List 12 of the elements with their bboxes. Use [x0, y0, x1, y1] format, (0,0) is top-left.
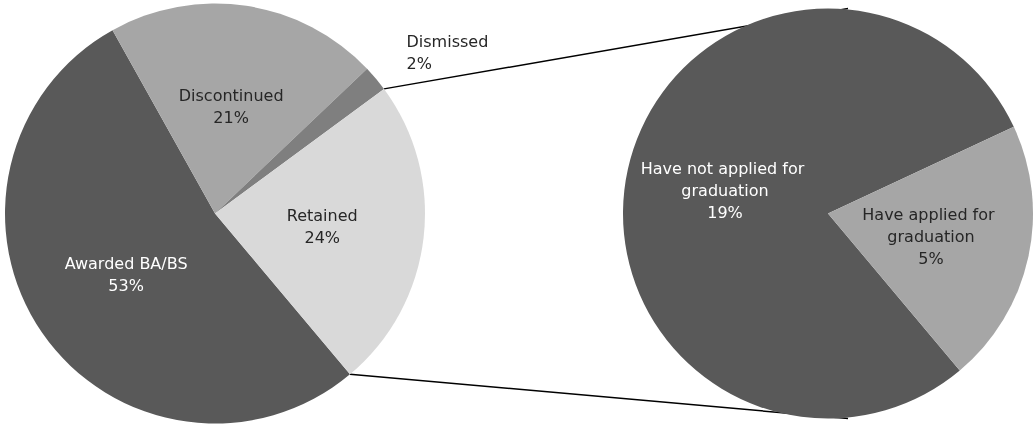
slice-label: Dismissed [406, 32, 489, 52]
slice-label: Have applied for graduation [862, 204, 1000, 246]
slice-label: Awarded BA/BS [64, 254, 188, 274]
slice-label: Retained [286, 205, 358, 225]
data-label: 53% [108, 276, 144, 296]
slice-label: Discontinued [178, 86, 284, 106]
data-label: 2% [406, 54, 432, 74]
slice-label: Have not applied for graduation [640, 159, 810, 201]
data-label: 24% [304, 227, 341, 247]
data-label: 21% [213, 108, 249, 128]
data-label: 5% [918, 248, 944, 268]
data-label: 19% [707, 203, 743, 223]
